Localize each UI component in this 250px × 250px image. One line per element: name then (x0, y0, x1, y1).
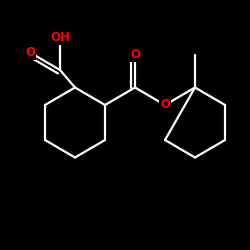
Text: OH: OH (50, 31, 70, 44)
Text: O: O (130, 48, 140, 62)
Text: O: O (25, 46, 35, 59)
Text: O: O (160, 98, 170, 112)
